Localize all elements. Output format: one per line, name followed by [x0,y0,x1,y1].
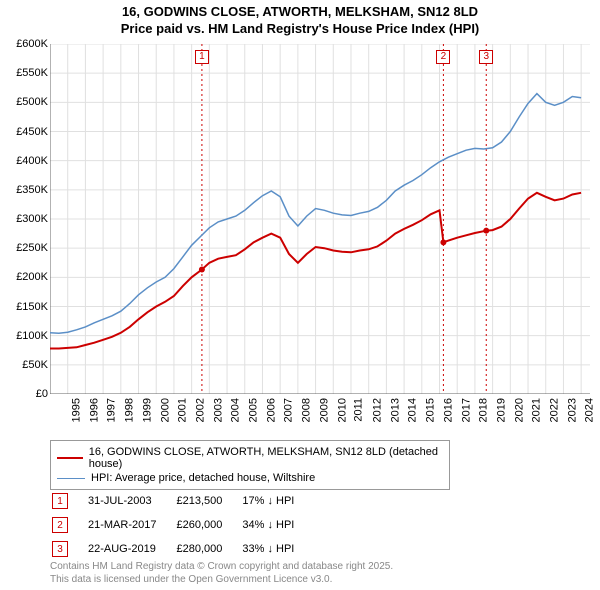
y-tick-label: £100K [2,330,48,342]
x-tick-label: 1995 [70,398,82,422]
attribution-line2: This data is licensed under the Open Gov… [50,574,393,587]
x-tick-label: 2018 [478,398,490,422]
event-delta: 17% ↓ HPI [242,490,312,512]
x-tick-label: 2021 [531,398,543,422]
y-tick-label: £400K [2,155,48,167]
x-tick-label: 2000 [159,398,171,422]
x-tick-label: 2014 [407,398,419,422]
x-tick-label: 2005 [248,398,260,422]
x-tick-label: 2011 [353,398,365,422]
x-tick-label: 2023 [566,398,578,422]
x-tick-label: 1998 [124,398,136,422]
legend-label: 16, GODWINS CLOSE, ATWORTH, MELKSHAM, SN… [89,446,443,470]
event-row: 2 21-MAR-2017£260,00034% ↓ HPI [52,514,312,536]
x-tick-label: 1999 [141,398,153,422]
x-tick-label: 2016 [442,398,454,422]
event-date: 22-AUG-2019 [88,538,174,560]
plot-svg [50,44,590,394]
legend: 16, GODWINS CLOSE, ATWORTH, MELKSHAM, SN… [50,440,450,490]
event-price: £213,500 [176,490,240,512]
x-tick-label: 2024 [584,398,596,422]
x-tick-label: 2019 [495,398,507,422]
y-tick-label: £600K [2,38,48,50]
event-delta: 33% ↓ HPI [242,538,312,560]
chart-area [50,44,590,394]
event-date: 21-MAR-2017 [88,514,174,536]
event-marker-box: 1 [52,493,68,509]
x-tick-label: 2010 [336,398,348,422]
legend-item: HPI: Average price, detached house, Wilt… [57,471,443,485]
y-tick-label: £450K [2,126,48,138]
chart-container: 16, GODWINS CLOSE, ATWORTH, MELKSHAM, SN… [0,0,600,590]
x-tick-label: 2007 [283,398,295,422]
event-marker-box: 2 [52,517,68,533]
y-tick-label: £350K [2,184,48,196]
x-tick-label: 2020 [513,398,525,422]
attribution: Contains HM Land Registry data © Crown c… [50,561,393,586]
y-tick-label: £200K [2,271,48,283]
y-tick-label: £50K [2,359,48,371]
legend-swatch [57,478,85,479]
y-tick-label: £250K [2,242,48,254]
x-tick-label: 2022 [549,398,561,422]
y-tick-label: £300K [2,213,48,225]
x-tick-label: 2003 [212,398,224,422]
y-tick-label: £550K [2,67,48,79]
title-line1: 16, GODWINS CLOSE, ATWORTH, MELKSHAM, SN… [0,4,600,21]
event-row: 3 22-AUG-2019£280,00033% ↓ HPI [52,538,312,560]
x-tick-label: 2002 [194,398,206,422]
legend-swatch [57,457,83,459]
event-marker-box: 3 [52,541,68,557]
legend-item: 16, GODWINS CLOSE, ATWORTH, MELKSHAM, SN… [57,445,443,471]
x-tick-label: 2008 [301,398,313,422]
x-tick-label: 1997 [106,398,118,422]
y-tick-label: £150K [2,301,48,313]
chart-title: 16, GODWINS CLOSE, ATWORTH, MELKSHAM, SN… [0,0,600,40]
x-tick-label: 2009 [318,398,330,422]
x-tick-label: 2006 [265,398,277,422]
chart-marker-box: 2 [436,50,450,64]
attribution-line1: Contains HM Land Registry data © Crown c… [50,561,393,574]
x-tick-label: 2013 [389,398,401,422]
event-row: 1 31-JUL-2003£213,50017% ↓ HPI [52,490,312,512]
x-tick-label: 2004 [230,398,242,422]
y-tick-label: £500K [2,96,48,108]
x-tick-label: 2017 [460,398,472,422]
chart-marker-box: 1 [195,50,209,64]
x-tick-label: 2001 [177,398,189,422]
x-tick-label: 1996 [88,398,100,422]
y-tick-label: £0 [2,388,48,400]
x-tick-label: 2012 [371,398,383,422]
x-tick-label: 2015 [425,398,437,422]
events-table: 1 31-JUL-2003£213,50017% ↓ HPI 2 21-MAR-201… [50,488,314,562]
event-date: 31-JUL-2003 [88,490,174,512]
event-price: £260,000 [176,514,240,536]
title-line2: Price paid vs. HM Land Registry's House … [0,21,600,38]
event-delta: 34% ↓ HPI [242,514,312,536]
legend-label: HPI: Average price, detached house, Wilt… [91,472,315,484]
chart-marker-box: 3 [479,50,493,64]
event-price: £280,000 [176,538,240,560]
